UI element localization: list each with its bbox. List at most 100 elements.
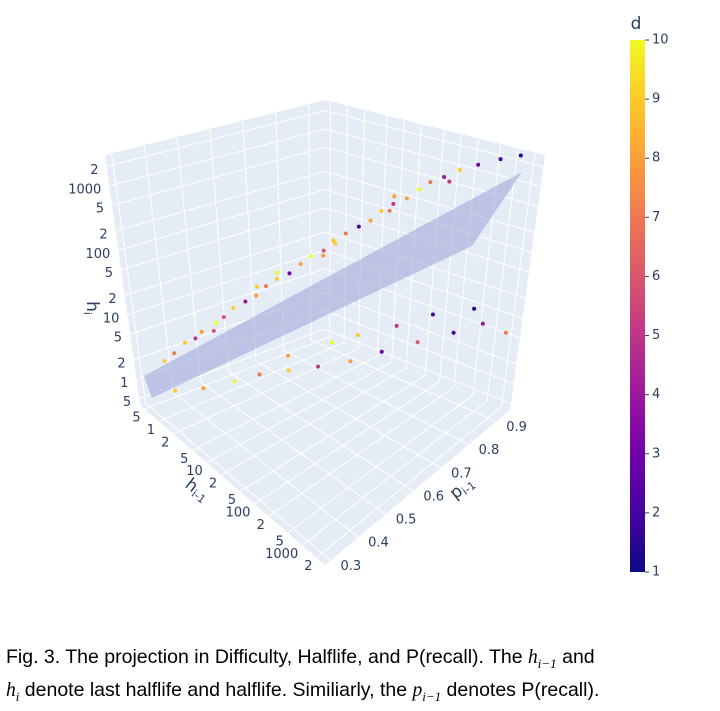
tick-label: 2 (209, 477, 217, 492)
grid-line (324, 189, 532, 253)
grid-line (301, 400, 488, 546)
point (162, 359, 167, 364)
grid-line (324, 310, 514, 385)
tick-label: 5 (276, 534, 284, 549)
point (451, 330, 456, 335)
caption-text: and (556, 646, 595, 668)
z-axis-title: hi (81, 301, 102, 315)
point (274, 276, 279, 281)
point (331, 238, 336, 243)
grid-line (357, 109, 366, 349)
grid-line (310, 339, 497, 423)
point (254, 284, 259, 289)
point (257, 372, 262, 377)
grid-line (316, 406, 502, 559)
grid-line (453, 138, 479, 388)
point (379, 209, 384, 214)
math-symbol: h (528, 647, 538, 668)
grid-line (158, 342, 345, 422)
colorbar-tick-label: 6 (652, 269, 660, 284)
grid-line (239, 375, 426, 493)
fit-plane (144, 172, 522, 398)
point (286, 353, 291, 358)
point (173, 388, 178, 393)
grid-line (438, 133, 462, 382)
tick-label: 0.4 (368, 536, 389, 551)
grid-line (124, 231, 326, 296)
grid-line (324, 128, 541, 187)
caption-line: hi denote last halflife and halflife. Si… (6, 677, 718, 710)
math-symbol: h (6, 679, 16, 701)
math-subscript: i (15, 688, 20, 704)
point (254, 293, 259, 298)
point (287, 271, 292, 276)
point (355, 333, 360, 338)
grid-line (324, 110, 544, 168)
grid-line (145, 402, 331, 561)
tick-label: 2 (304, 559, 312, 574)
tick-label: 2 (99, 227, 107, 242)
colorbar-tick-label: 9 (652, 92, 660, 107)
point (316, 364, 321, 369)
tick-label: 2 (90, 163, 98, 178)
tick-label: 100 (226, 506, 251, 521)
tick-label: 5 (105, 266, 113, 281)
point (368, 218, 373, 223)
tick-label: 5 (132, 411, 140, 426)
point (447, 179, 452, 184)
tick-label: 1000 (265, 547, 298, 562)
grid-line (127, 249, 326, 316)
grid-line (209, 128, 229, 372)
grid-line (109, 128, 326, 187)
point (472, 306, 477, 311)
math-symbol: p (412, 679, 423, 701)
grid-line (254, 380, 440, 505)
caption-text: Fig. 3. The projection in Difficulty, Ha… (6, 646, 529, 668)
colorbar-tick-label: 10 (652, 33, 669, 48)
grid-line (376, 115, 388, 357)
grid-line (324, 292, 517, 365)
point (404, 196, 409, 201)
floor (140, 335, 510, 565)
grid-line (472, 143, 502, 395)
point (321, 248, 326, 253)
colorbar-tick-label: 4 (652, 387, 660, 402)
tick-label: 0.7 (451, 466, 472, 481)
colorbar (630, 40, 645, 572)
colorbar-tick-label: 3 (652, 446, 660, 461)
grid-line (118, 189, 326, 251)
point (183, 340, 188, 345)
point (391, 201, 396, 206)
point (298, 261, 303, 266)
grid-line (176, 136, 202, 383)
grid-line (283, 350, 469, 446)
caption-math: hi (6, 679, 20, 704)
point (232, 379, 237, 384)
point (348, 359, 353, 364)
point (343, 231, 348, 236)
tick-label: 10 (103, 311, 120, 326)
grid-line (486, 148, 519, 401)
colorbar-tick-label: 7 (652, 210, 660, 225)
grid-line (501, 152, 536, 407)
grid-line (111, 153, 147, 403)
colorbar-title: d (631, 14, 642, 34)
tick-label: 5 (114, 331, 122, 346)
point (321, 253, 326, 258)
tick-label: 0.6 (423, 489, 444, 504)
math-subscript: i−1 (422, 688, 442, 704)
point (392, 194, 397, 199)
point (214, 320, 219, 325)
point (264, 284, 269, 289)
grid-line (255, 360, 442, 469)
grid-line (144, 336, 330, 410)
point (221, 315, 226, 320)
point (308, 254, 313, 259)
point (330, 340, 335, 345)
tick-label: 5 (123, 395, 131, 410)
point (275, 270, 280, 275)
point (199, 329, 204, 334)
tick-label: 0.3 (341, 559, 362, 574)
